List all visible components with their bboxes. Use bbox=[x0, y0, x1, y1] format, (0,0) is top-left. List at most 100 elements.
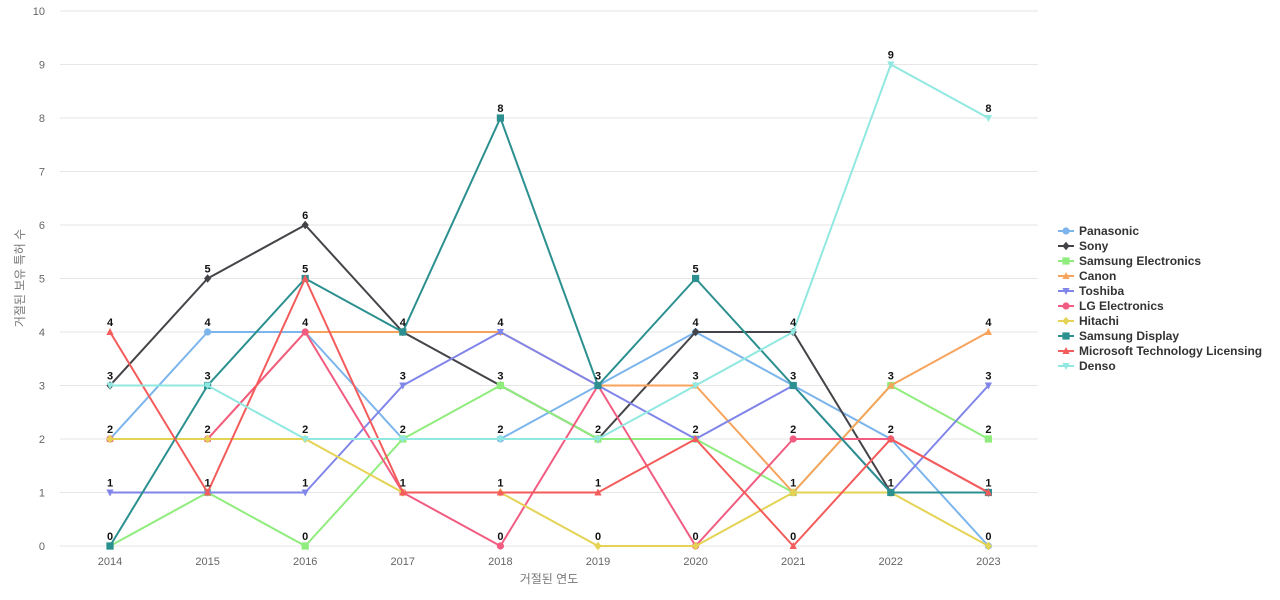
data-point-denso bbox=[204, 382, 212, 390]
data-point-samsung-display bbox=[789, 381, 797, 390]
data-point-samsung-display bbox=[594, 381, 602, 390]
data-point-hitachi bbox=[984, 541, 992, 551]
legend-label: Hitachi bbox=[1079, 314, 1119, 328]
legend-marker bbox=[1062, 302, 1070, 310]
x-tick-label: 2019 bbox=[586, 556, 610, 568]
data-point-microsoft-technology-licensing bbox=[399, 488, 407, 496]
data-point-denso bbox=[399, 436, 407, 443]
legend-marker bbox=[1062, 288, 1070, 295]
legend-marker bbox=[1062, 272, 1070, 279]
legend-label: Canon bbox=[1079, 269, 1116, 283]
data-label: 1 bbox=[985, 478, 991, 490]
legend-item-denso[interactable]: Denso bbox=[1058, 359, 1116, 373]
data-label: 4 bbox=[302, 317, 309, 329]
data-point-sony bbox=[692, 327, 700, 337]
x-tick-label: 2017 bbox=[391, 556, 415, 568]
data-label: 4 bbox=[400, 317, 407, 329]
data-point-samsung-electronics bbox=[496, 381, 504, 390]
y-tick-label: 0 bbox=[39, 541, 45, 553]
data-label: 3 bbox=[205, 371, 211, 383]
y-tick-label: 5 bbox=[39, 274, 45, 286]
data-point-hitachi bbox=[106, 434, 114, 444]
legend-label: Toshiba bbox=[1079, 284, 1124, 298]
data-label: 4 bbox=[205, 317, 212, 329]
legend-item-sony[interactable]: Sony bbox=[1058, 239, 1109, 253]
data-point-canon bbox=[984, 328, 992, 335]
data-point-toshiba bbox=[496, 329, 504, 336]
data-point-microsoft-technology-licensing bbox=[692, 435, 700, 442]
legend-label: Samsung Electronics bbox=[1079, 254, 1201, 268]
legend-label: Sony bbox=[1079, 239, 1109, 253]
legend-item-samsung-display[interactable]: Samsung Display bbox=[1058, 329, 1179, 343]
data-point-denso bbox=[106, 382, 114, 390]
y-axis-title: 거절된 보유 특허 수 bbox=[13, 229, 27, 327]
legend-item-toshiba[interactable]: Toshiba bbox=[1058, 284, 1124, 298]
data-label: 5 bbox=[205, 264, 211, 276]
series-line-microsoft-technology-licensing bbox=[109, 277, 990, 547]
legend-marker bbox=[1062, 257, 1070, 265]
data-label: 3 bbox=[985, 371, 991, 383]
legend-item-hitachi[interactable]: Hitachi bbox=[1058, 314, 1119, 328]
data-label: 2 bbox=[107, 424, 113, 436]
data-point-microsoft-technology-licensing bbox=[496, 488, 504, 496]
data-label: 4 bbox=[497, 317, 504, 329]
data-label: 1 bbox=[205, 478, 211, 490]
data-labels: 4 3 2 1 0 5 4 3 2 1 6 5 4 2 1 0 4 3 2 1 8 4 3 2 1 0 3 2 1 0 5 4 3 2 0 4 3 2 1 0… bbox=[107, 50, 992, 544]
data-point-microsoft-technology-licensing bbox=[106, 328, 114, 335]
x-tick-label: 2022 bbox=[879, 556, 903, 568]
data-point-denso bbox=[887, 61, 895, 69]
legend-item-canon[interactable]: Canon bbox=[1058, 269, 1116, 283]
legend-marker bbox=[1062, 347, 1070, 354]
y-tick-label: 7 bbox=[39, 167, 45, 179]
legend-marker bbox=[1062, 332, 1070, 340]
data-point-samsung-display bbox=[399, 328, 407, 336]
data-point-denso bbox=[594, 436, 602, 443]
data-point-sony bbox=[301, 220, 309, 230]
data-label: 1 bbox=[790, 478, 796, 490]
y-tick-label: 9 bbox=[39, 60, 45, 72]
data-point-hitachi bbox=[594, 541, 602, 551]
y-tick-label: 1 bbox=[39, 488, 45, 500]
y-tick-label: 2 bbox=[39, 434, 45, 446]
y-tick-label: 6 bbox=[39, 220, 45, 232]
data-label: 0 bbox=[790, 531, 796, 543]
data-label: 4 bbox=[693, 317, 700, 329]
data-label: 4 bbox=[107, 317, 114, 329]
legend-label: Denso bbox=[1079, 359, 1116, 373]
legend-item-lg-electronics[interactable]: LG Electronics bbox=[1058, 299, 1164, 313]
data-label: 4 bbox=[985, 317, 992, 329]
data-point-toshiba bbox=[984, 382, 992, 390]
data-point-microsoft-technology-licensing bbox=[984, 488, 992, 496]
x-tick-label: 2020 bbox=[683, 556, 707, 568]
data-label: 2 bbox=[302, 424, 308, 436]
legend-item-panasonic[interactable]: Panasonic bbox=[1058, 224, 1139, 238]
data-point-lg-electronics bbox=[496, 542, 504, 550]
data-point-toshiba bbox=[301, 489, 309, 497]
data-label: 0 bbox=[302, 531, 308, 543]
legend-label: Panasonic bbox=[1079, 224, 1139, 238]
data-point-microsoft-technology-licensing bbox=[301, 274, 309, 282]
series-lines bbox=[106, 61, 993, 551]
data-label: 2 bbox=[400, 424, 406, 436]
x-axis-title: 거절된 연도 bbox=[520, 572, 579, 586]
data-label: 3 bbox=[107, 371, 113, 383]
data-point-denso bbox=[496, 436, 504, 443]
data-label: 3 bbox=[400, 371, 406, 383]
data-point-samsung-display bbox=[106, 542, 114, 550]
x-tick-label: 2018 bbox=[488, 556, 512, 568]
data-point-denso bbox=[789, 329, 797, 336]
data-label: 3 bbox=[693, 371, 699, 383]
data-label: 2 bbox=[888, 424, 894, 436]
data-label: 2 bbox=[693, 424, 699, 436]
data-point-denso bbox=[301, 436, 309, 443]
data-label: 8 bbox=[985, 103, 991, 115]
data-point-denso bbox=[692, 382, 700, 390]
data-point-microsoft-technology-licensing bbox=[204, 488, 212, 496]
data-label: 2 bbox=[205, 424, 211, 436]
data-point-toshiba bbox=[399, 382, 407, 390]
legend-item-samsung-electronics[interactable]: Samsung Electronics bbox=[1058, 254, 1201, 268]
data-point-denso bbox=[984, 115, 992, 122]
legend-item-microsoft-technology-licensing[interactable]: Microsoft Technology Licensing bbox=[1058, 344, 1262, 358]
x-tick-label: 2015 bbox=[195, 556, 219, 568]
data-label: 9 bbox=[888, 50, 894, 62]
